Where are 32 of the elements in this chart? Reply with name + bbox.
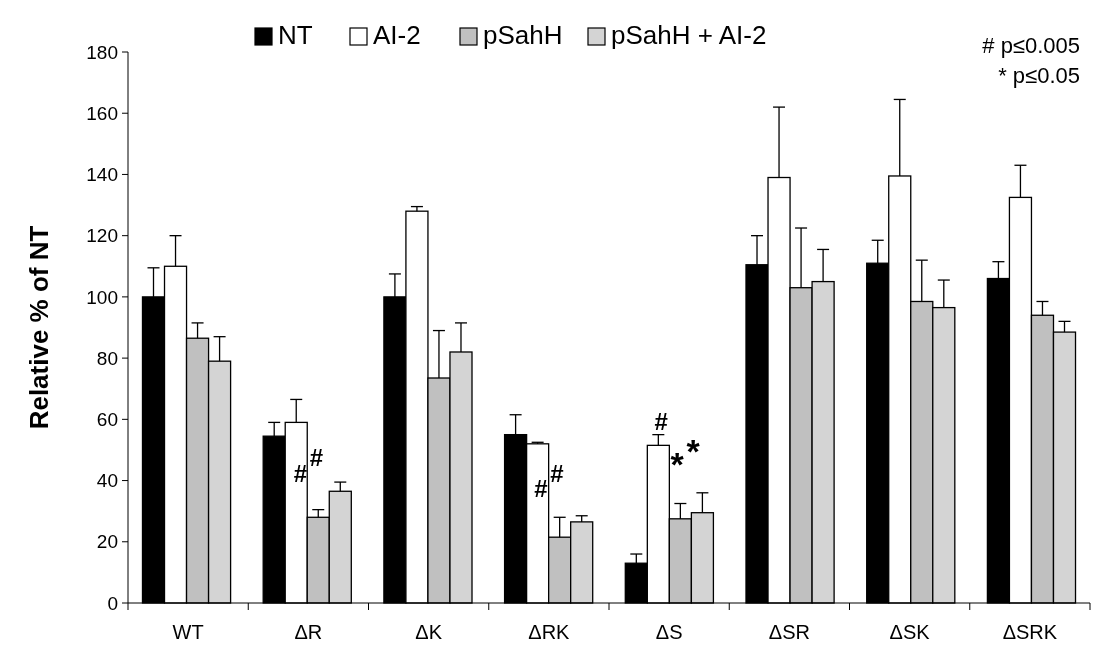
y-tick-label: 60 [96,408,118,430]
x-tick-label: WT [172,621,204,643]
x-tick-label: ΔR [294,621,323,643]
x-tick-label: ΔSK [889,621,931,643]
x-tick-label: ΔRK [528,621,571,643]
legend-label: AI-2 [373,20,421,50]
y-tick-label: 160 [86,102,118,124]
y-tick-label: 140 [86,164,118,186]
x-tick-label: ΔK [415,621,443,643]
annotation: * [686,432,701,471]
y-tick-label: 100 [86,286,118,308]
annotation: # [534,474,548,502]
annotation: # [293,459,308,487]
annotation: # [309,444,324,472]
y-tick-label: 0 [107,592,118,614]
annotation: # [550,459,564,487]
legend-label: pSahH [483,20,563,50]
y-tick-label: 40 [96,470,118,492]
y-tick-label: 80 [96,347,118,369]
x-tick-label: ΔS [655,621,683,643]
legend-label: NT [278,20,313,50]
x-tick-label: ΔSR [768,621,810,643]
x-tick-label: ΔSRK [1002,621,1058,643]
annotation: # [654,407,668,435]
y-tick-label: 20 [96,531,118,553]
y-tick-label: 180 [86,41,118,63]
annotation: * p≤0.05 [998,63,1080,88]
legend-label: pSahH + AI-2 [611,20,767,50]
y-tick-label: 120 [86,225,118,247]
y-axis-title: Relative % of NT [24,225,54,430]
annotation: * [670,444,685,483]
annotation: # p≤0.005 [982,33,1080,58]
